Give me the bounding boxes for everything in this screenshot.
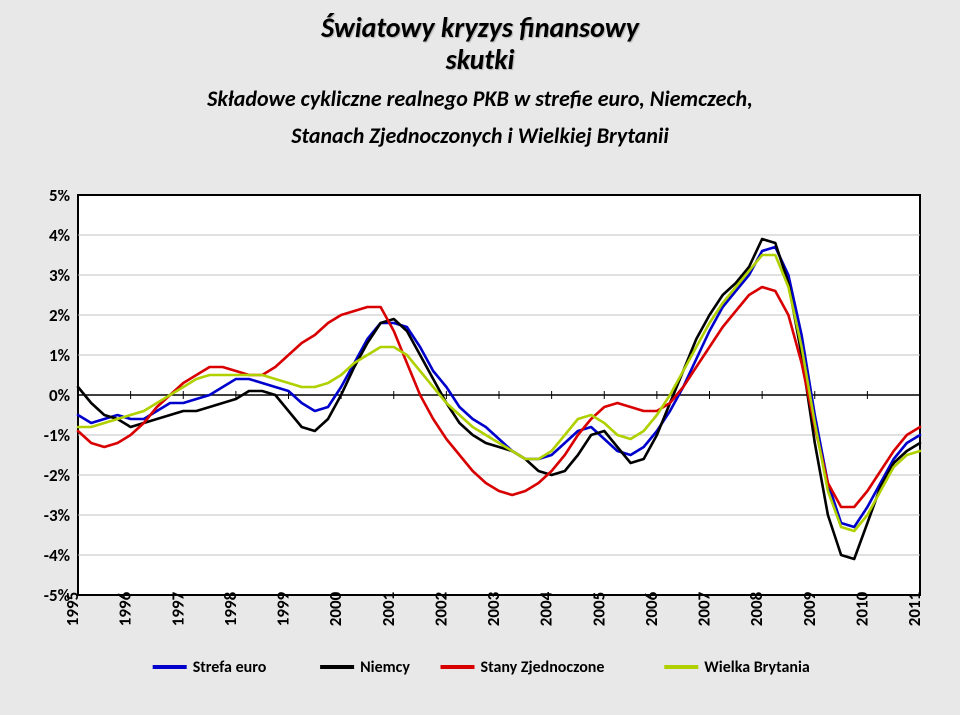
title-block: Światowy kryzys finansowy skutki Składow…: [0, 0, 960, 149]
line-chart: 5%4%3%2%1%0%-1%-2%-3%-4%-5%1995199619971…: [28, 190, 932, 685]
subtitle-line2: Stanach Zjednoczonych i Wielkiej Brytani…: [0, 123, 960, 149]
svg-text:Strefa euro: Strefa euro: [193, 658, 267, 677]
svg-text:2002: 2002: [430, 591, 451, 626]
svg-text:2001: 2001: [378, 592, 399, 626]
svg-text:1996: 1996: [115, 591, 136, 626]
title-line1: Światowy kryzys finansowy: [0, 12, 960, 44]
svg-text:Wielka Brytania: Wielka Brytania: [704, 658, 810, 677]
svg-text:2010: 2010: [851, 591, 872, 626]
svg-text:2%: 2%: [49, 305, 70, 326]
svg-text:2000: 2000: [325, 591, 346, 626]
svg-text:2011: 2011: [904, 592, 925, 626]
svg-text:2006: 2006: [641, 591, 662, 626]
svg-text:3%: 3%: [49, 265, 70, 286]
svg-text:2003: 2003: [483, 591, 504, 626]
svg-text:Stany Zjednoczone: Stany Zjednoczone: [481, 658, 605, 677]
title-line2: skutki: [0, 44, 960, 76]
svg-text:-3%: -3%: [44, 505, 70, 526]
svg-text:5%: 5%: [49, 190, 70, 206]
svg-text:2008: 2008: [746, 591, 767, 626]
svg-text:Niemcy: Niemcy: [360, 658, 410, 677]
svg-text:-4%: -4%: [44, 545, 70, 566]
svg-text:4%: 4%: [49, 225, 70, 246]
svg-text:2009: 2009: [799, 591, 820, 626]
chart-container: 5%4%3%2%1%0%-1%-2%-3%-4%-5%1995199619971…: [28, 190, 932, 685]
svg-text:1999: 1999: [273, 591, 294, 626]
svg-text:2004: 2004: [536, 591, 557, 626]
svg-text:1998: 1998: [220, 591, 241, 626]
svg-text:-2%: -2%: [44, 465, 70, 486]
svg-text:2005: 2005: [588, 592, 609, 626]
subtitle-line1: Składowe cykliczne realnego PKB w strefi…: [0, 86, 960, 112]
svg-text:0%: 0%: [49, 385, 70, 406]
svg-text:2007: 2007: [694, 591, 715, 626]
svg-text:1995: 1995: [62, 592, 83, 626]
svg-text:-1%: -1%: [44, 425, 70, 446]
svg-text:1997: 1997: [167, 591, 188, 626]
svg-text:1%: 1%: [49, 345, 70, 366]
